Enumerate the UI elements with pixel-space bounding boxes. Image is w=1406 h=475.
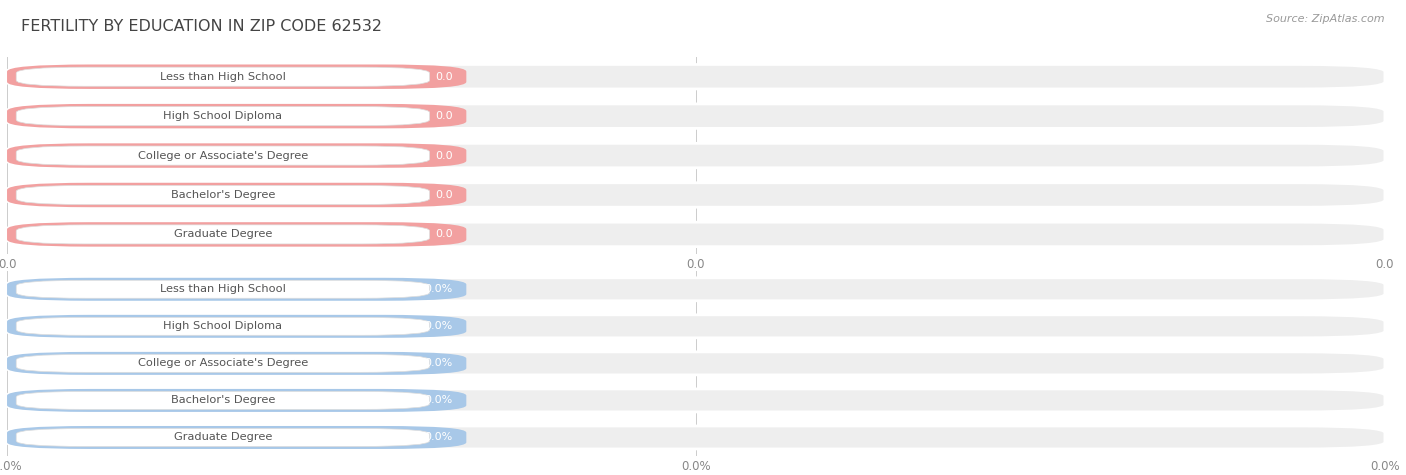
FancyBboxPatch shape	[7, 278, 467, 301]
Text: FERTILITY BY EDUCATION IN ZIP CODE 62532: FERTILITY BY EDUCATION IN ZIP CODE 62532	[21, 19, 382, 34]
FancyBboxPatch shape	[17, 106, 430, 126]
Text: College or Associate's Degree: College or Associate's Degree	[138, 358, 308, 369]
FancyBboxPatch shape	[17, 354, 430, 372]
Text: High School Diploma: High School Diploma	[163, 111, 283, 121]
FancyBboxPatch shape	[17, 225, 430, 244]
Text: 0.0: 0.0	[434, 151, 453, 161]
Text: 0.0%: 0.0%	[425, 284, 453, 294]
FancyBboxPatch shape	[7, 389, 1385, 412]
Text: High School Diploma: High School Diploma	[163, 321, 283, 332]
Text: Source: ZipAtlas.com: Source: ZipAtlas.com	[1267, 14, 1385, 24]
FancyBboxPatch shape	[7, 183, 1385, 207]
FancyBboxPatch shape	[17, 67, 430, 86]
FancyBboxPatch shape	[7, 104, 467, 128]
Text: 0.0: 0.0	[434, 72, 453, 82]
FancyBboxPatch shape	[7, 222, 1385, 247]
Text: 0.0%: 0.0%	[425, 395, 453, 406]
Text: 0.0%: 0.0%	[425, 432, 453, 443]
FancyBboxPatch shape	[17, 428, 430, 446]
FancyBboxPatch shape	[7, 426, 1385, 449]
FancyBboxPatch shape	[7, 389, 467, 412]
FancyBboxPatch shape	[7, 278, 1385, 301]
FancyBboxPatch shape	[7, 315, 467, 338]
FancyBboxPatch shape	[7, 183, 467, 207]
FancyBboxPatch shape	[7, 352, 1385, 375]
FancyBboxPatch shape	[7, 426, 467, 449]
Text: Graduate Degree: Graduate Degree	[174, 432, 273, 443]
FancyBboxPatch shape	[7, 315, 1385, 338]
Text: 0.0%: 0.0%	[425, 321, 453, 332]
FancyBboxPatch shape	[7, 104, 1385, 128]
FancyBboxPatch shape	[17, 391, 430, 409]
Text: 0.0: 0.0	[434, 111, 453, 121]
FancyBboxPatch shape	[17, 317, 430, 335]
Text: 0.0: 0.0	[434, 190, 453, 200]
FancyBboxPatch shape	[7, 222, 467, 247]
Text: Less than High School: Less than High School	[160, 284, 285, 294]
Text: Less than High School: Less than High School	[160, 72, 285, 82]
FancyBboxPatch shape	[7, 143, 467, 168]
FancyBboxPatch shape	[7, 65, 1385, 89]
FancyBboxPatch shape	[17, 185, 430, 205]
Text: Bachelor's Degree: Bachelor's Degree	[170, 395, 276, 406]
Text: 0.0%: 0.0%	[425, 358, 453, 369]
FancyBboxPatch shape	[17, 146, 430, 165]
Text: College or Associate's Degree: College or Associate's Degree	[138, 151, 308, 161]
Text: 0.0: 0.0	[434, 229, 453, 239]
Text: Graduate Degree: Graduate Degree	[174, 229, 273, 239]
Text: Bachelor's Degree: Bachelor's Degree	[170, 190, 276, 200]
FancyBboxPatch shape	[7, 65, 467, 89]
FancyBboxPatch shape	[17, 280, 430, 298]
FancyBboxPatch shape	[7, 143, 1385, 168]
FancyBboxPatch shape	[7, 352, 467, 375]
